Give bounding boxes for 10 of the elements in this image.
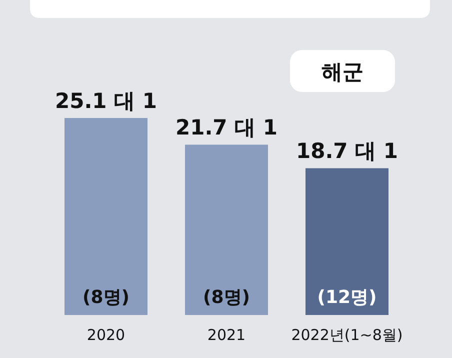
chart-title: 해군 — [322, 60, 364, 84]
data-label: 18.7 대 1 — [296, 139, 398, 164]
x-tick-label: 2020 — [86, 326, 126, 344]
data-label: 21.7 대 1 — [175, 116, 278, 140]
data-label: 25.1 대 1 — [54, 89, 158, 113]
annotation: (8명) — [82, 287, 130, 308]
annotation: (8명) — [203, 287, 250, 308]
annotation: (12명) — [317, 287, 377, 308]
x-tick-label: 2022년(1~8월) — [291, 326, 403, 344]
x-tick-label: 2021 — [207, 326, 246, 344]
